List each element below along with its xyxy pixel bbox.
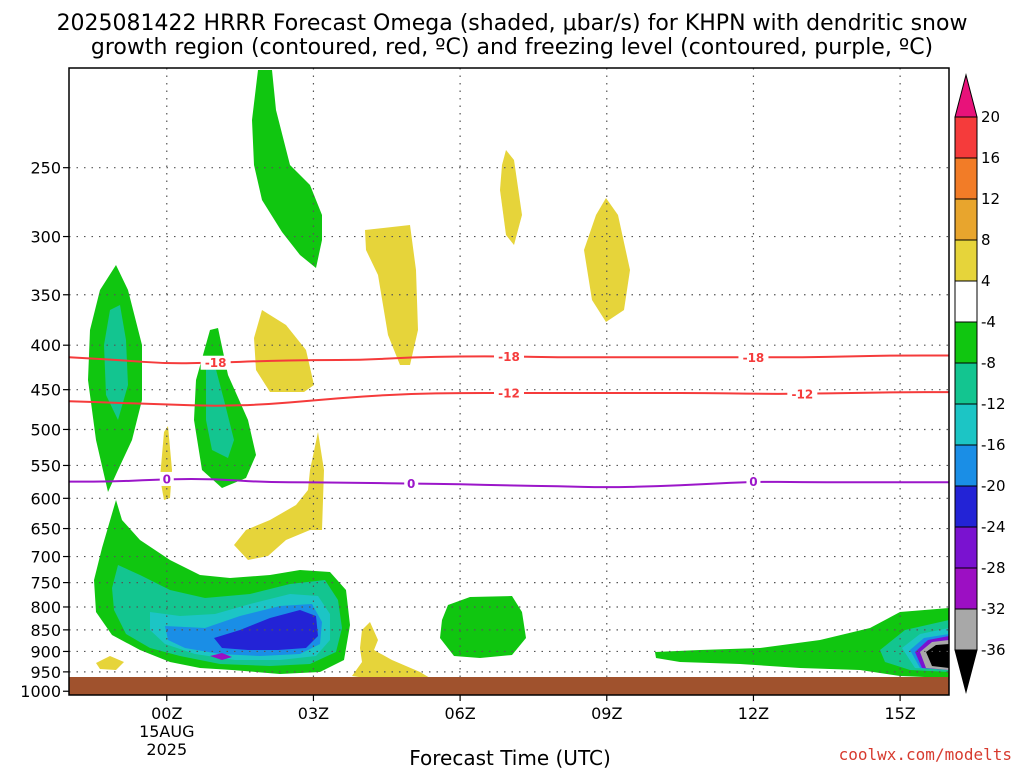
colorbar-label: -28 xyxy=(981,559,1006,577)
chart-title-line1: 2025081422 HRRR Forecast Omega (shaded, … xyxy=(57,11,968,36)
colorbar-label: -16 xyxy=(981,436,1006,454)
y-tick-label: 600 xyxy=(30,489,61,508)
x-tick-year: 2025 xyxy=(146,740,187,759)
colorbar-label: 20 xyxy=(981,108,1000,126)
omega-shade-purple-low xyxy=(210,653,232,660)
x-tick-label: 12Z xyxy=(738,704,769,723)
credit-link[interactable]: coolwx.com/modelts xyxy=(839,745,1012,764)
y-tick-label: 1000 xyxy=(20,682,61,701)
colorbar: 20 16 12 8 4 -4 -8 -12 -16 -20 -24 -28 -32 -36 xyxy=(954,73,1006,694)
ground-surface xyxy=(69,677,949,695)
plot-border xyxy=(68,67,950,696)
y-tick-label: 700 xyxy=(30,548,61,567)
y-tick-label: 350 xyxy=(30,286,61,305)
contour-line--12 xyxy=(68,391,949,407)
colorbar-box xyxy=(954,362,978,405)
contour-label: 0 xyxy=(407,477,415,491)
colorbar-label: 4 xyxy=(981,272,991,290)
x-tick-label: 09Z xyxy=(591,704,622,723)
contour-line-0 xyxy=(68,477,949,489)
colorbar-box xyxy=(954,526,978,569)
contour-label: -18 xyxy=(205,356,227,370)
plot-area: -18 -18 -18 -12 -12 0 0 0 xyxy=(68,67,950,696)
y-axis: 250 300 350 400 450 500 550 600 650 700 750 800 850 9… xyxy=(20,159,69,701)
omega-shade-black-right xyxy=(926,644,949,668)
x-tick-label: 15Z xyxy=(884,704,915,723)
colorbar-box xyxy=(954,239,978,282)
contour-label-bg xyxy=(404,476,419,491)
colorbar-bottom-arrow xyxy=(954,649,978,694)
omega-shade-darkblue-low xyxy=(214,610,318,650)
chart-title-line2: growth region (contoured, red, ºC) and f… xyxy=(91,35,933,60)
colorbar-box xyxy=(954,485,978,528)
x-tick-label: 00Z xyxy=(151,704,182,723)
x-axis-title: Forecast Time (UTC) xyxy=(409,746,611,768)
omega-shade-yellow-4 xyxy=(254,310,314,392)
y-tick-label: 450 xyxy=(30,381,61,400)
omega-shade-green-tiny xyxy=(96,656,124,670)
omega-shade-yellow-2 xyxy=(500,150,522,245)
colorbar-box xyxy=(954,403,978,446)
contour-label-bg xyxy=(787,386,818,401)
contour-label: 0 xyxy=(749,475,757,489)
contour-label-bg xyxy=(738,350,769,365)
contour-line--18 xyxy=(68,354,949,365)
contour-label-bg xyxy=(494,349,524,364)
contour-label-bg xyxy=(746,474,761,489)
omega-shade-yellow-3 xyxy=(584,198,630,322)
colorbar-box xyxy=(954,116,978,159)
contour-label-bg xyxy=(494,386,524,401)
colorbar-label: -36 xyxy=(981,641,1006,659)
contour-label-bg xyxy=(159,471,174,486)
colorbar-label: -20 xyxy=(981,477,1006,495)
colorbar-box xyxy=(954,567,978,610)
x-tick-label: 03Z xyxy=(298,704,329,723)
y-tick-label: 900 xyxy=(30,642,61,661)
colorbar-label: 16 xyxy=(981,149,1000,167)
x-tick-label: 06Z xyxy=(444,704,475,723)
y-tick-label: 300 xyxy=(30,228,61,247)
colorbar-label: 8 xyxy=(981,231,991,249)
colorbar-label: -32 xyxy=(981,600,1006,618)
colorbar-label: -12 xyxy=(981,395,1006,413)
omega-shade-green-right xyxy=(655,608,949,678)
colorbar-box xyxy=(954,608,978,651)
colorbar-box xyxy=(954,444,978,487)
omega-shade-teal-left xyxy=(104,305,128,420)
y-tick-label: 650 xyxy=(30,520,61,539)
contour-label: -12 xyxy=(498,387,520,401)
colorbar-label: -4 xyxy=(981,313,996,331)
contour-label: 0 xyxy=(163,472,171,486)
omega-shade-green-upper xyxy=(252,70,322,268)
omega-shade-green-06z xyxy=(440,596,526,658)
omega-shade-yellow-7 xyxy=(352,622,430,680)
colorbar-label: -24 xyxy=(981,518,1006,536)
contour-lines: -18 -18 -18 -12 -12 0 0 0 xyxy=(68,349,949,491)
y-tick-label: 750 xyxy=(30,574,61,593)
contour-label-bg xyxy=(200,355,231,370)
x-tick-date: 15AUG xyxy=(139,722,194,741)
colorbar-box xyxy=(954,321,978,364)
colorbar-box xyxy=(954,280,978,323)
y-tick-label: 250 xyxy=(30,159,61,178)
colorbar-label: 12 xyxy=(981,190,1000,208)
contour-label: -18 xyxy=(743,351,765,365)
colorbar-top-arrow xyxy=(954,73,978,118)
y-tick-label: 800 xyxy=(30,598,61,617)
y-tick-label: 950 xyxy=(30,663,61,682)
y-tick-label: 850 xyxy=(30,621,61,640)
colorbar-box xyxy=(954,198,978,241)
y-tick-label: 500 xyxy=(30,420,61,439)
y-tick-label: 400 xyxy=(30,336,61,355)
colorbar-box xyxy=(954,157,978,200)
colorbar-label: -8 xyxy=(981,354,996,372)
contour-label: -12 xyxy=(791,387,813,401)
omega-shade-teal-01z xyxy=(206,362,234,458)
y-tick-label: 550 xyxy=(30,456,61,475)
contour-label: -18 xyxy=(498,350,520,364)
